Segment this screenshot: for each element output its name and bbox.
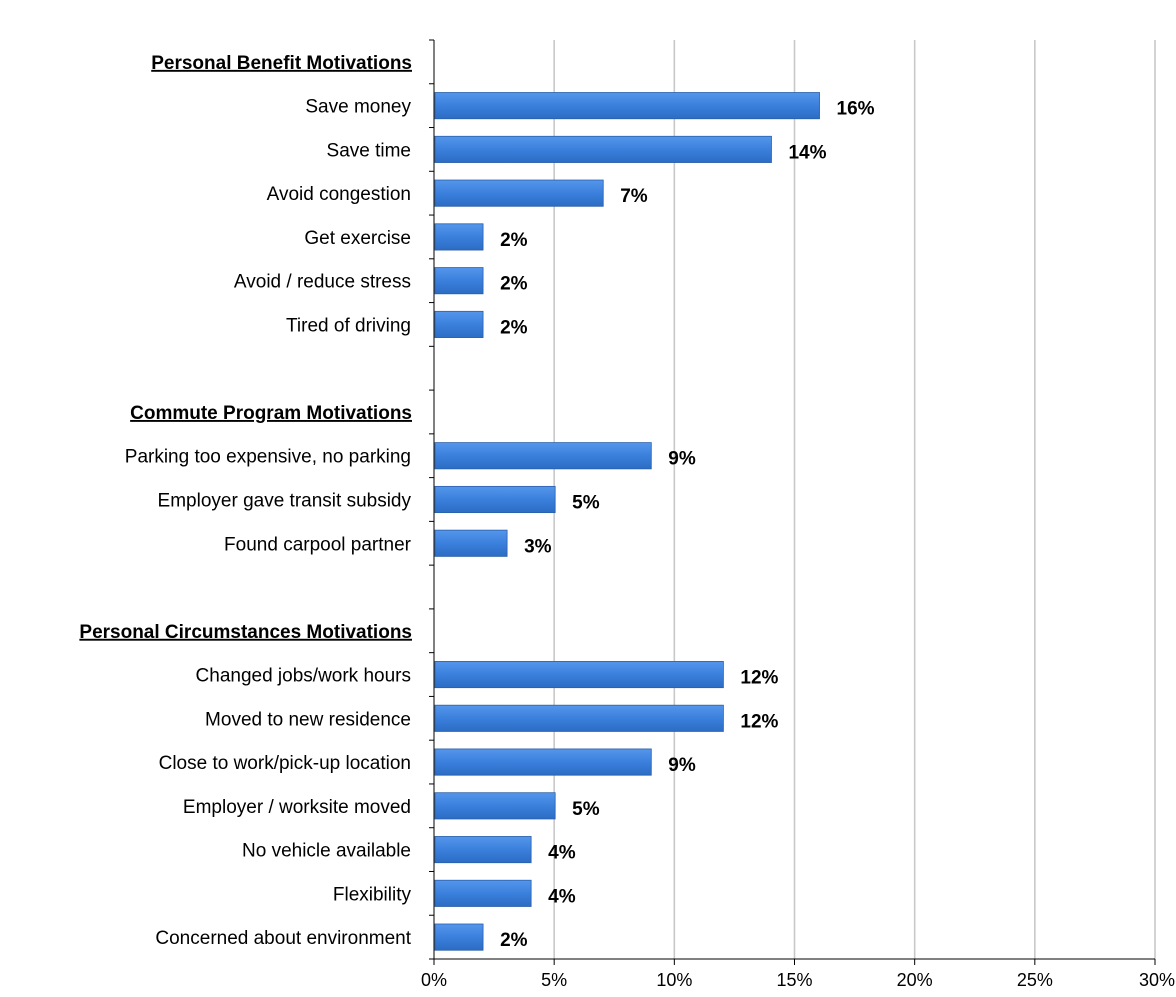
- category-label: No vehicle available: [242, 841, 411, 862]
- category-label: Close to work/pick-up location: [159, 753, 411, 774]
- category-label: Found carpool partner: [224, 534, 412, 555]
- data-label: 2%: [500, 317, 528, 338]
- bars: [434, 92, 820, 951]
- data-label: 2%: [500, 930, 528, 951]
- data-label: 7%: [620, 186, 648, 207]
- category-label: Concerned about environment: [155, 928, 411, 949]
- axes: 0% 5% 10% 15% 20% 25% 30%: [421, 39, 1175, 990]
- x-tick-label: 10%: [656, 970, 692, 990]
- category-label: Flexibility: [333, 884, 412, 905]
- data-label: 16%: [837, 99, 875, 120]
- bar: [434, 223, 484, 251]
- data-label: 14%: [788, 142, 826, 163]
- category-label: Save money: [305, 97, 411, 118]
- x-tick-label: 20%: [897, 970, 933, 990]
- category-label: Avoid congestion: [267, 184, 411, 205]
- data-label: 4%: [548, 843, 576, 864]
- data-label: 9%: [668, 755, 696, 776]
- category-label: Moved to new residence: [205, 709, 411, 730]
- bar: [434, 792, 556, 820]
- data-label: 4%: [548, 886, 576, 907]
- data-label: 12%: [740, 668, 778, 689]
- group-heading: Personal Benefit Motivations: [151, 53, 412, 74]
- category-label: Avoid / reduce stress: [234, 272, 411, 293]
- bar: [434, 267, 484, 295]
- bar: [434, 92, 820, 120]
- bar: [434, 179, 604, 207]
- bar: [434, 836, 532, 864]
- category-label: Employer gave transit subsidy: [158, 491, 412, 512]
- x-tick-label: 30%: [1139, 970, 1175, 990]
- category-label: Changed jobs/work hours: [196, 666, 411, 687]
- x-tick-label: 15%: [776, 970, 812, 990]
- data-label: 9%: [668, 449, 696, 470]
- category-label: Employer / worksite moved: [183, 797, 411, 818]
- category-label: Save time: [327, 140, 411, 161]
- data-label: 2%: [500, 230, 528, 251]
- category-label: Parking too expensive, no parking: [125, 447, 411, 468]
- group-heading: Commute Program Motivations: [130, 403, 412, 424]
- bar: [434, 485, 556, 514]
- data-label: 3%: [524, 536, 552, 557]
- category-label: Tired of driving: [286, 315, 411, 336]
- bar: [434, 923, 484, 951]
- data-label: 5%: [572, 493, 600, 514]
- x-tick-label: 5%: [541, 970, 567, 990]
- data-label: 5%: [572, 799, 600, 820]
- bar: [434, 661, 724, 689]
- data-label: 2%: [500, 274, 528, 295]
- gridlines: [553, 40, 1156, 959]
- bar: [434, 529, 508, 557]
- x-tick-label: 25%: [1017, 970, 1053, 990]
- data-label: 12%: [740, 711, 778, 732]
- bar: [434, 135, 772, 163]
- labels: Personal Benefit Motivations Save money 16…: [79, 53, 874, 951]
- category-label: Get exercise: [304, 228, 411, 249]
- x-tick-label: 0%: [421, 970, 447, 990]
- bar: [434, 704, 724, 732]
- bar: [434, 879, 532, 907]
- bar: [434, 442, 652, 470]
- group-heading: Personal Circumstances Motivations: [79, 622, 412, 643]
- bar: [434, 310, 484, 338]
- bar: [434, 748, 652, 776]
